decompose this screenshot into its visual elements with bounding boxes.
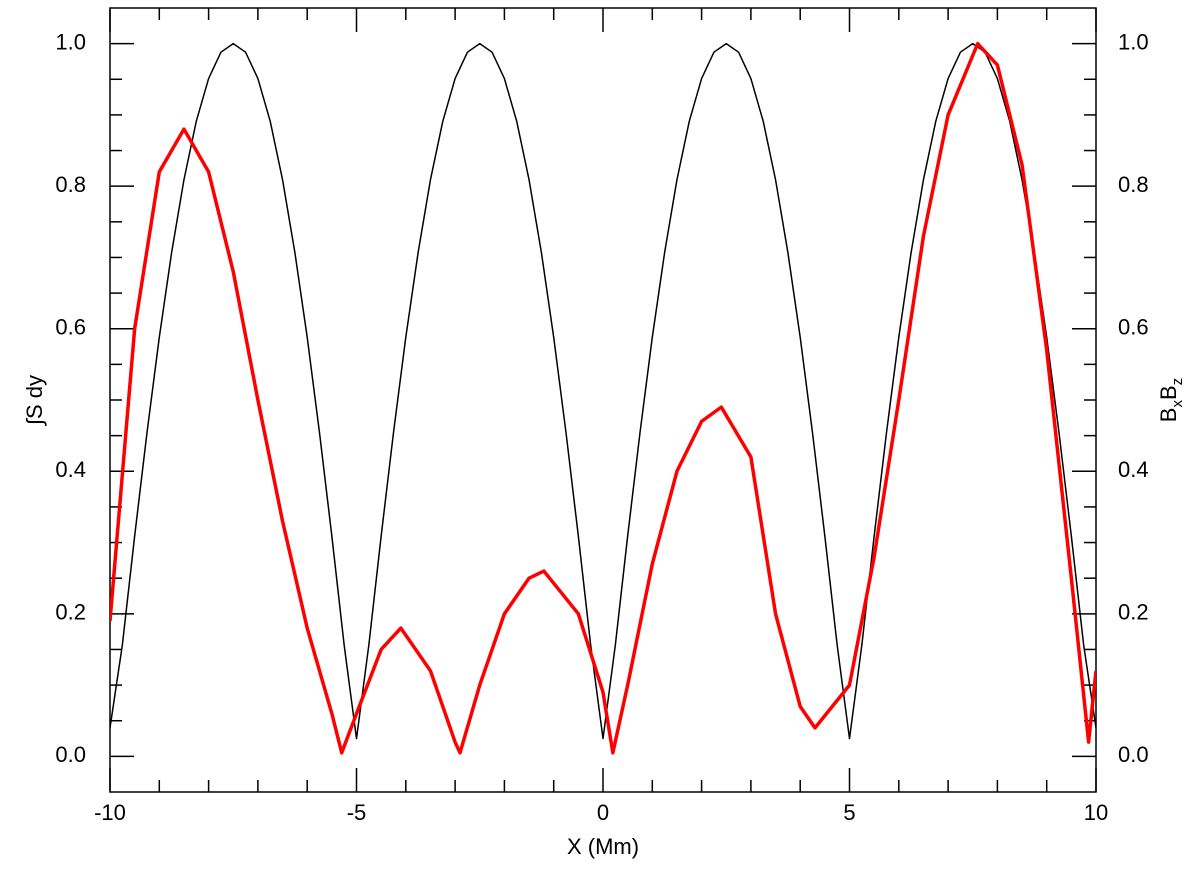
x-axis-label: X (Mm) [567,834,639,859]
y2-tick-label: 0.2 [1118,600,1149,625]
x-tick-label: -10 [94,800,126,825]
y-tick-label: 1.0 [55,29,86,54]
x-tick-label: 10 [1084,800,1108,825]
series-line [110,42,1096,740]
y2-tick-label: 0.8 [1118,172,1149,197]
y2-tick-label: 0.6 [1118,315,1149,340]
y2-tick-label: 0.0 [1118,742,1149,767]
y-tick-label: 0.6 [55,315,86,340]
y-axis-label: ∫S dy [22,375,47,427]
y2-label-part: B [1156,408,1181,423]
y2-label-part: x [1169,400,1186,408]
y-tick-label: 0.2 [55,600,86,625]
x-tick-label: 0 [597,800,609,825]
y-tick-label: 0.0 [55,742,86,767]
x-tick-label: -5 [347,800,367,825]
y-tick-label: 0.8 [55,172,86,197]
y2-label-part: z [1169,378,1186,386]
y2-label-part: B [1156,385,1181,400]
x-tick-label: 5 [843,800,855,825]
y2-tick-label: 1.0 [1118,29,1149,54]
y2-tick-label: 0.4 [1118,457,1149,482]
series-line [110,41,1096,755]
y-tick-label: 0.4 [55,457,86,482]
y2-axis-label: BxBz [1156,378,1187,422]
